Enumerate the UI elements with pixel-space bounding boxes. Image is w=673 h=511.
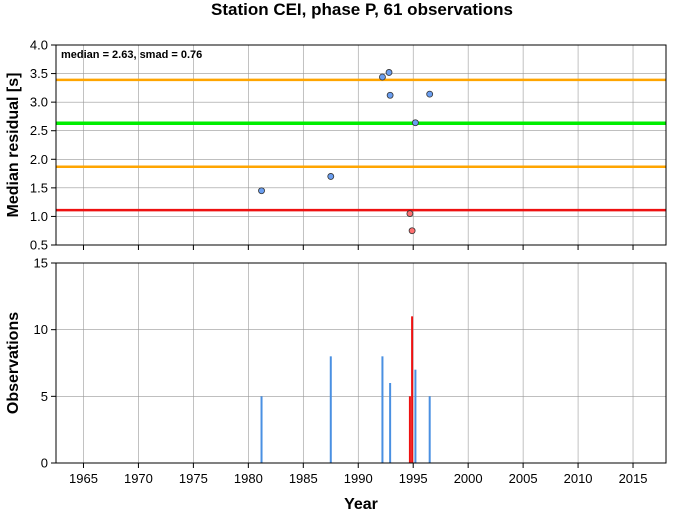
observation-bar [260,396,263,463]
residual-y-tick-label: 0.5 [30,238,48,253]
residual-y-tick-label: 3.5 [30,66,48,81]
observations-x-ticks: 1965 1970 1975 1980 1985 1990 1995 2000 2005 2010… [69,245,647,486]
residual-plot-frame [55,44,667,246]
residual-y-tick-label: 3.0 [30,95,48,110]
residual-point [327,173,335,180]
x-tick-label: 1990 [344,471,373,486]
residual-point [386,91,394,99]
x-tick-label: 2005 [509,471,538,486]
residual-point [385,69,393,76]
observation-bar [411,316,414,463]
observation-bar [414,369,417,463]
residual-point [412,119,419,127]
observations-bars [260,316,431,463]
x-tick-label: 1965 [69,471,98,486]
residual-points [258,69,434,235]
residual-point [408,227,416,235]
residual-y-ticks: 0.5 1.0 1.5 2.0 2.5 3.0 3.5 4.0 [30,38,56,253]
observation-bar [389,383,392,463]
observations-y-tick-label: 10 [34,322,48,337]
residual-y-tick-label: 4.0 [30,38,48,53]
observations-y-tick-label: 5 [41,389,48,404]
observation-bar [381,356,384,463]
observation-bar [428,396,431,463]
x-tick-label: 2000 [454,471,483,486]
observations-grid [56,262,666,464]
stats-annotation: median = 2.63, smad = 0.76 [61,49,202,61]
residual-point [406,210,414,217]
x-tick-label: 2010 [564,471,593,486]
x-axis-label: Year [344,496,378,511]
residual-y-tick-label: 2.5 [30,123,48,138]
x-tick-label: 1975 [179,471,208,486]
residual-point [379,73,386,81]
x-tick-label: 1970 [124,471,153,486]
observation-bar [329,356,332,463]
observations-panel: 0 5 10 15 1965 1970 1975 1980 1985 1990 1995 2000 2… [5,245,667,511]
observations-y-tick-label: 15 [34,256,48,271]
residual-reference-lines [56,78,666,212]
observations-plot-frame [55,262,667,464]
x-tick-label: 1985 [289,471,318,486]
observation-bar [408,396,411,463]
residual-point [426,90,434,98]
residual-y-tick-label: 1.0 [30,209,48,224]
residual-grid [56,44,666,246]
residual-panel: 0.5 1.0 1.5 2.0 2.5 3.0 3.5 4.0 median = 2.63, … [5,38,667,253]
x-tick-label: 1980 [234,471,263,486]
x-tick-label: 1995 [399,471,428,486]
x-tick-label: 2015 [619,471,648,486]
chart-title: Station CEI, phase P, 61 observations [211,0,513,19]
observations-y-axis-label: Observations [5,312,22,414]
residual-point [258,187,265,195]
residual-y-tick-label: 1.5 [30,180,48,195]
observations-y-ticks: 0 5 10 15 [34,256,56,471]
residual-y-tick-label: 2.0 [30,152,48,167]
observations-y-tick-label: 0 [41,456,48,471]
residual-y-axis-label: Median residual [s] [5,73,22,218]
